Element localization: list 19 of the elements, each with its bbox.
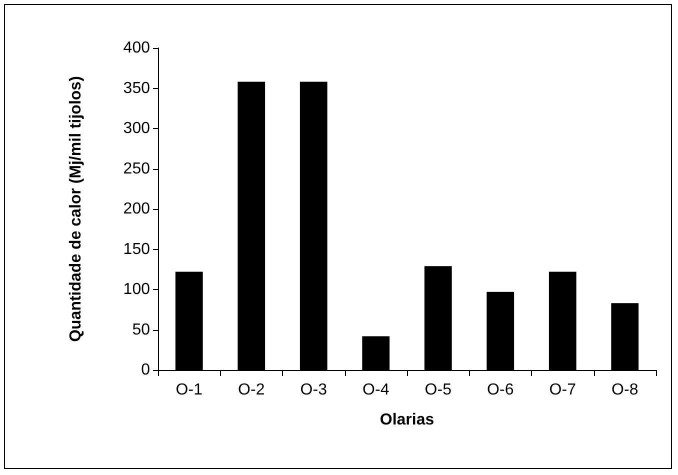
y-tick-label: 0 bbox=[141, 362, 150, 378]
y-tick-label: 250 bbox=[123, 160, 150, 178]
y-tick-label: 50 bbox=[132, 321, 150, 338]
x-tick-label: O-6 bbox=[487, 382, 514, 398]
y-tick-label: 150 bbox=[123, 240, 150, 258]
x-tick-label: O-7 bbox=[549, 382, 576, 398]
x-tick-label: O-1 bbox=[176, 382, 203, 398]
x-tick-label: O-5 bbox=[424, 382, 452, 398]
y-tick-label: 300 bbox=[123, 120, 150, 137]
y-tick-label: 350 bbox=[123, 80, 150, 97]
y-tick-label: 200 bbox=[123, 200, 150, 218]
y-axis-title: Quantidade de calor (Mj/mil tijolos) bbox=[68, 76, 84, 342]
y-tick-label: 100 bbox=[123, 281, 150, 298]
x-axis-title: Olarias bbox=[380, 412, 434, 428]
x-tick-label: O-2 bbox=[238, 382, 265, 398]
y-tick-label: 400 bbox=[123, 40, 150, 56]
x-tick-label: O-4 bbox=[362, 382, 390, 398]
x-tick-label: O-8 bbox=[612, 382, 638, 398]
x-tick-label: O-3 bbox=[300, 382, 328, 398]
